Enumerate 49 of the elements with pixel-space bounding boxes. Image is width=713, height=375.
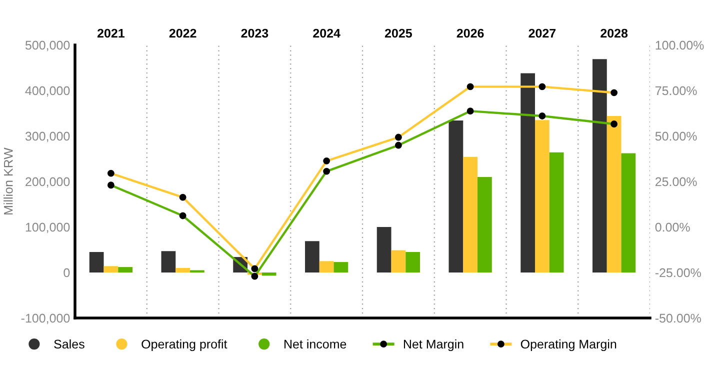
bar [161,251,176,272]
x-tick-label: 2026 [456,28,484,38]
y-tick-label: 0 [64,268,70,278]
y-tick-label: 100,000 [26,222,70,234]
bar [118,267,132,272]
bar [448,120,464,272]
bar [621,153,636,272]
x-tick-label: 2027 [528,28,556,38]
y2-tick-label: 25.00% [655,177,697,186]
bar [89,252,104,272]
bar [305,241,320,272]
bar [176,268,190,272]
bar [606,116,622,272]
y2-tick-label: 50.00% [655,132,697,141]
bar [520,73,535,272]
y-tick-label: 200,000 [26,177,70,188]
bar [104,266,118,272]
x-tick-label: 2023 [241,28,268,38]
bar [334,262,348,272]
legend-label: Operating profit [142,339,228,352]
x-tick-label: 2024 [313,28,340,38]
bar [535,120,550,272]
bar [549,152,564,272]
legend-label: Sales [54,339,84,349]
y2-tick-label: -50.00% [655,314,701,323]
bar [262,272,276,276]
y2-tick-label: 75.00% [656,86,697,96]
legend-label: Net Margin [404,339,464,352]
y-axis-title: Million KRW [4,148,13,214]
x-tick-label: 2028 [600,28,628,38]
bar [592,59,607,272]
y-tick-label: 400,000 [25,86,70,97]
y-tick-label: 500,000 [25,40,70,52]
y-tick-label: 300,000 [25,132,70,142]
y2-tick-label: 100.00% [656,40,704,50]
bar [391,250,406,272]
y2-tick-label: 0.00% [655,222,690,232]
x-tick-label: 2022 [169,28,196,38]
bar [463,156,478,272]
x-tick-label: 2021 [97,28,124,38]
y2-tick-label: -25.00% [655,268,701,278]
bar [478,176,492,272]
legend-label: Net income [284,339,346,349]
y-tick-label: -100,000 [21,314,70,324]
legend-label: Operating Margin [520,339,616,352]
bar [376,227,392,272]
bar [406,252,420,272]
bar [319,261,334,272]
x-tick-label: 2025 [384,28,412,38]
